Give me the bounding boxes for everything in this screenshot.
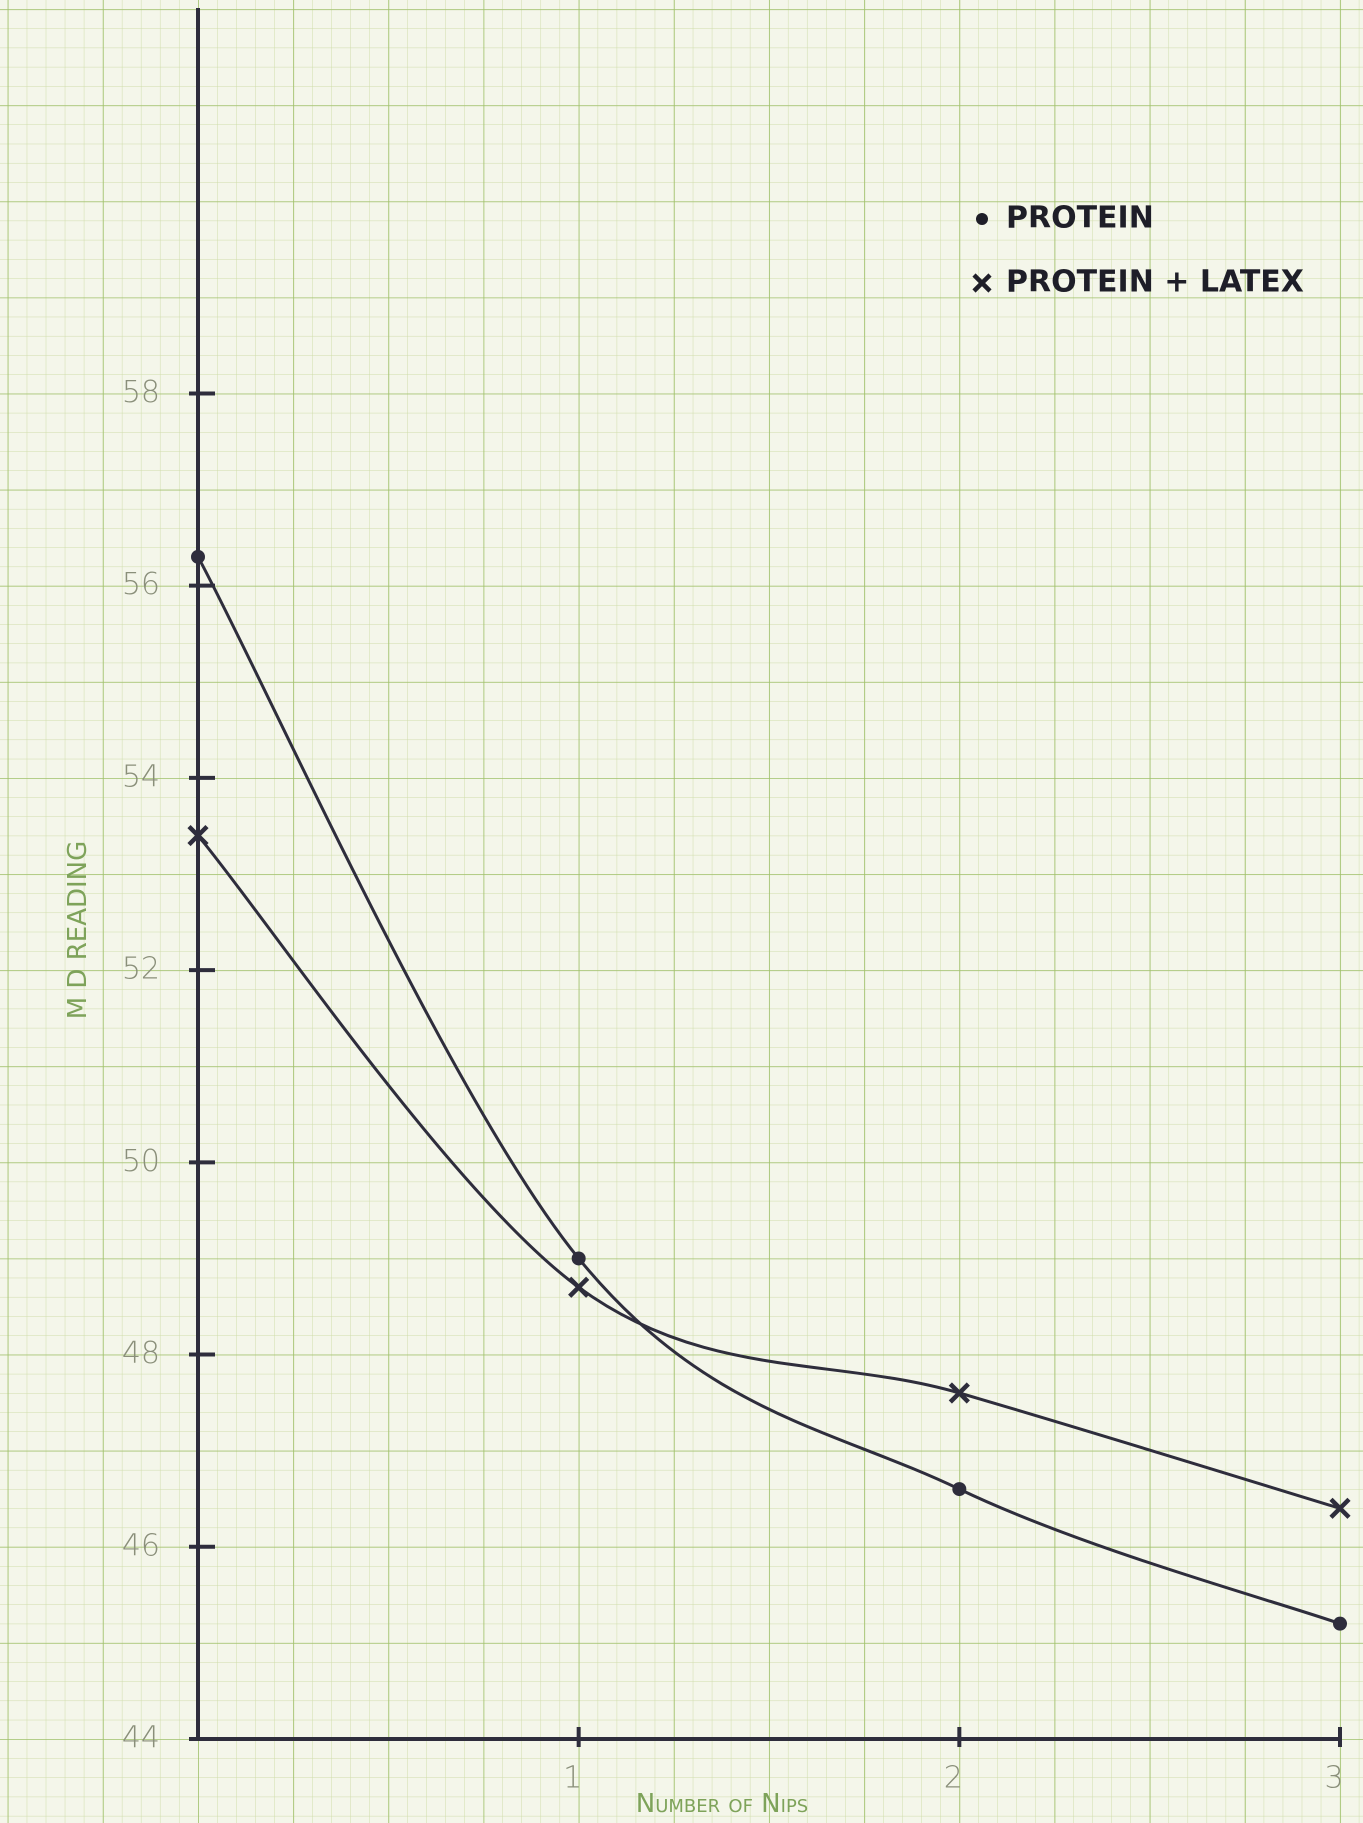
x-axis-label: Number of Nips — [636, 1789, 808, 1819]
chart: M D READING Number of Nips 44 46 48 50 52 54 5… — [0, 0, 1363, 1823]
x-tick-label: 3 — [1324, 1761, 1343, 1796]
y-tick-label: 48 — [122, 1336, 160, 1371]
x-tick-label: 2 — [944, 1761, 963, 1796]
marker-dot — [191, 550, 205, 564]
marker-dot — [952, 1482, 966, 1496]
y-tick-label: 44 — [122, 1721, 160, 1756]
y-tick-label: 56 — [122, 567, 160, 602]
y-tick-label: 46 — [122, 1528, 160, 1563]
legend-label: PROTEIN + LATEX — [1006, 265, 1304, 300]
marker-dot — [572, 1251, 586, 1265]
y-tick-label: 58 — [122, 375, 160, 410]
y-tick-label: 50 — [122, 1144, 160, 1179]
legend-label: PROTEIN — [1006, 201, 1154, 236]
legend-marker — [976, 213, 988, 225]
y-tick-label: 54 — [122, 759, 160, 794]
x-tick-label: 1 — [563, 1761, 582, 1796]
marker-dot — [1333, 1617, 1347, 1631]
y-axis-label: M D READING — [63, 841, 93, 1020]
y-tick-label: 52 — [122, 952, 160, 987]
